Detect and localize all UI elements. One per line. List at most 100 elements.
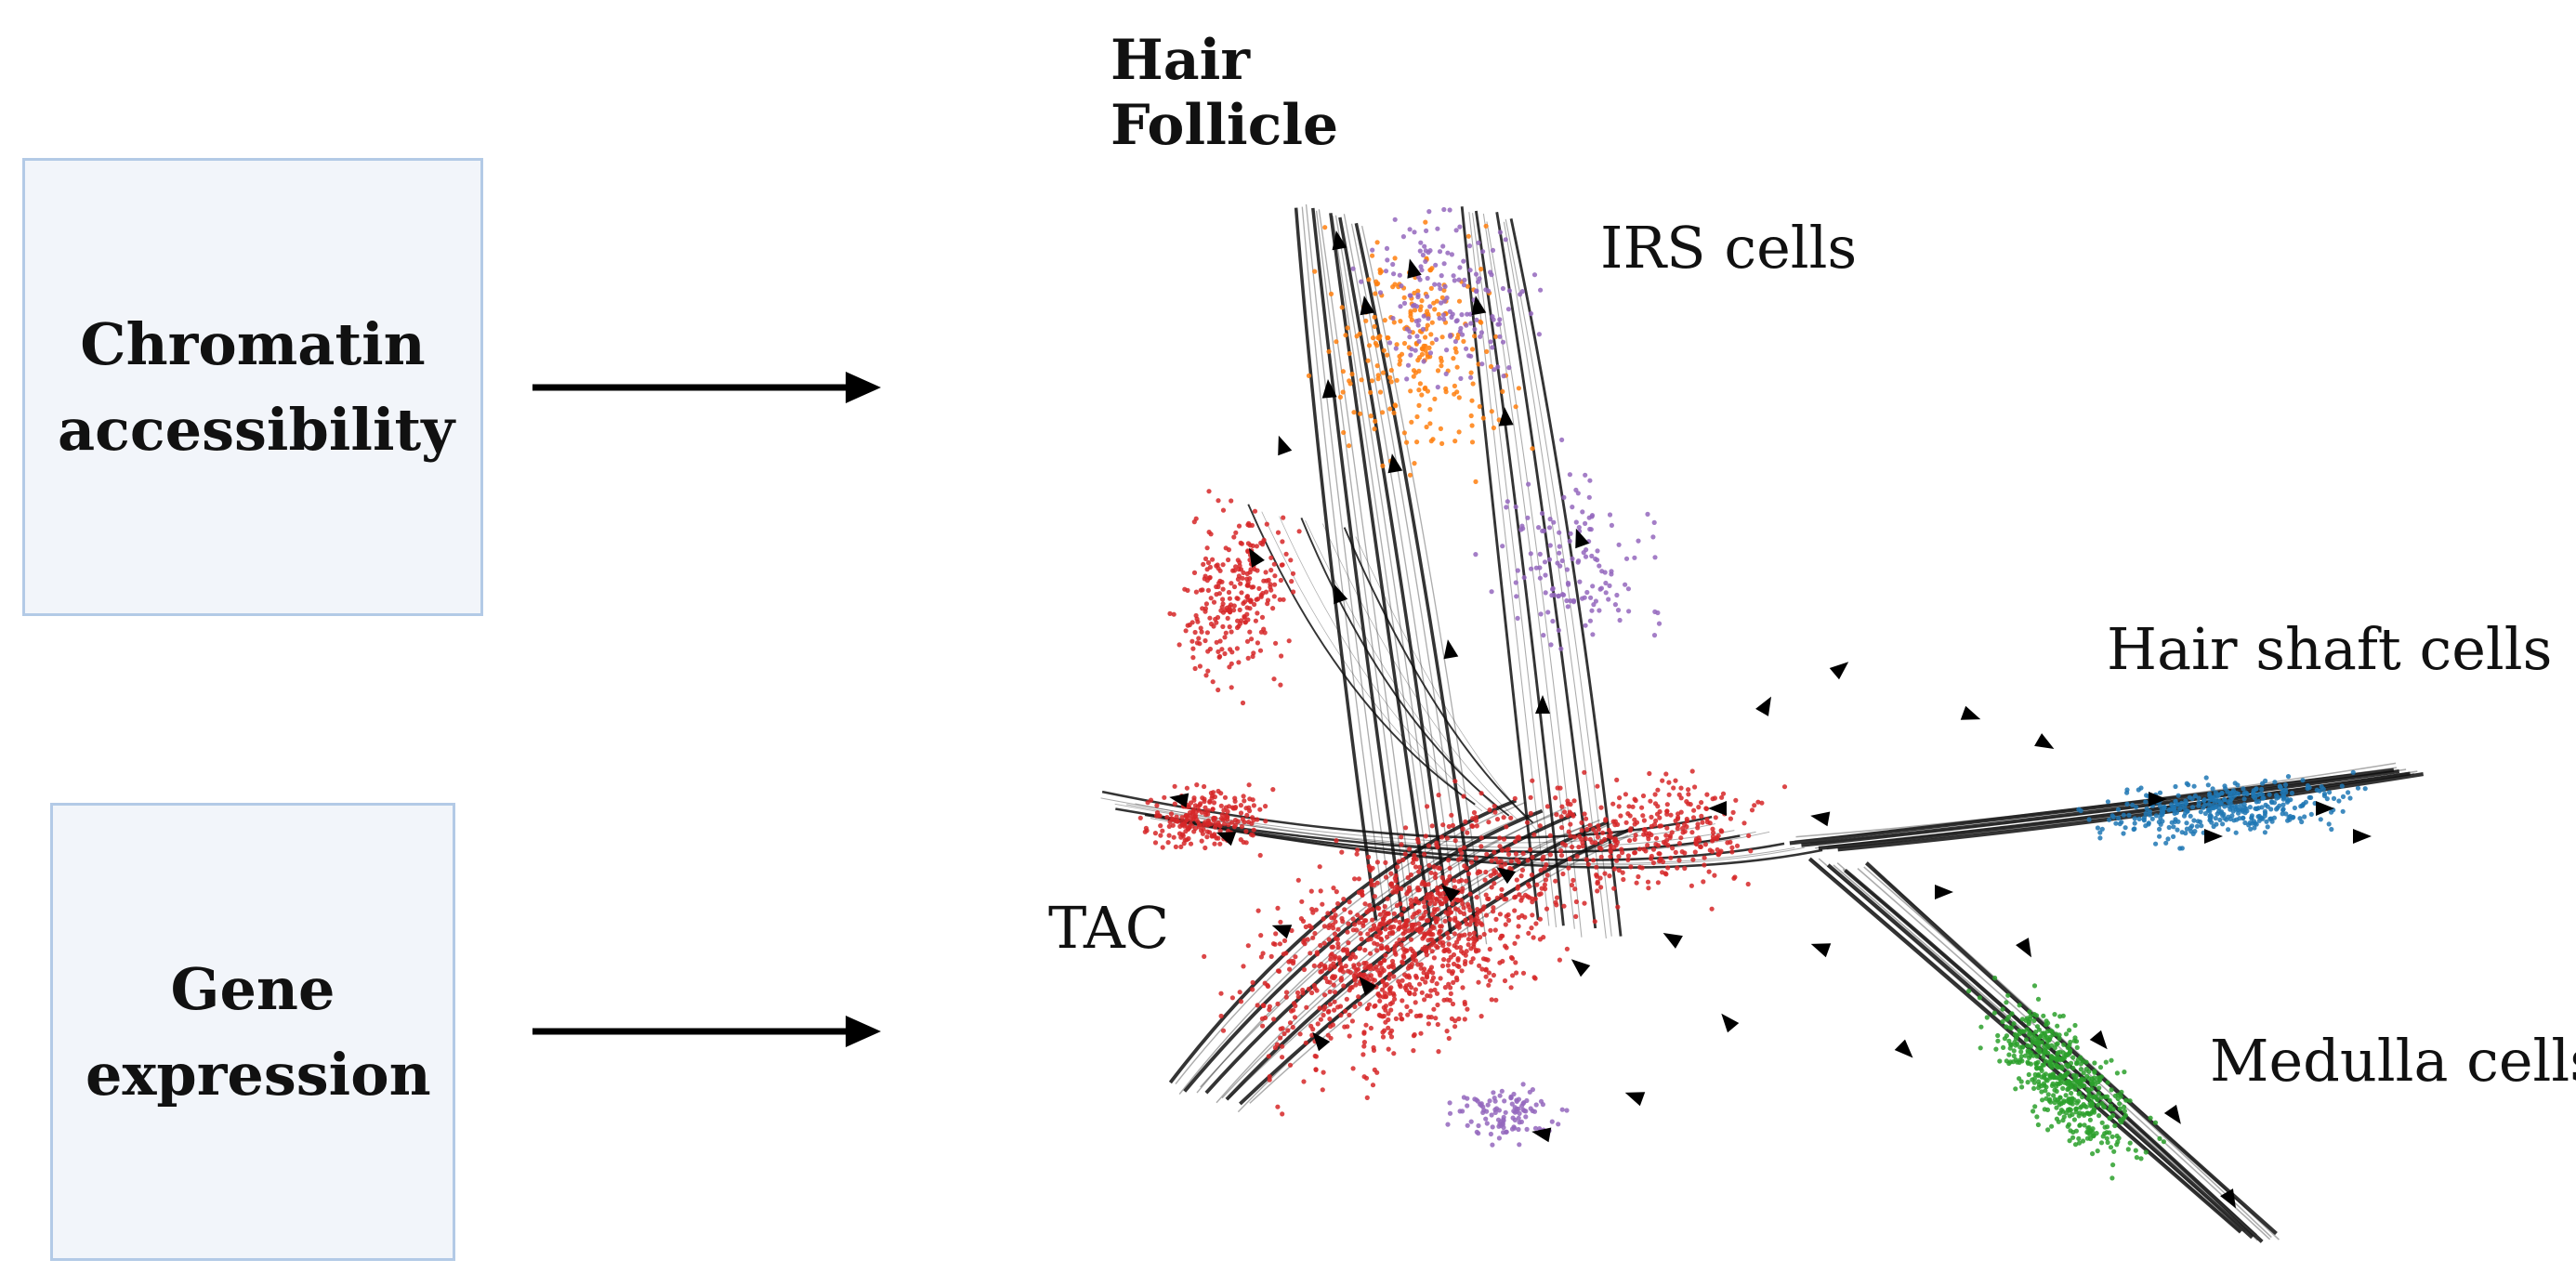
cell-dot [1627,828,1633,833]
cell-dot [1212,794,1217,800]
cell-dot [1488,269,1493,275]
cell-dot [1525,515,1531,520]
cell-dot [1382,904,1387,910]
cell-dot [2017,1028,2022,1033]
cell-dot [1431,939,1437,945]
cell-dot [1645,511,1650,518]
cell-dot [2240,808,2245,814]
cell-dot [2146,821,2151,827]
cell-dot [1474,288,1479,294]
cell-dot [1671,785,1676,791]
cell-dot [1598,885,1604,890]
cell-dot [1410,914,1415,920]
cell-dot [1233,805,1239,810]
cell-dot [1464,346,1469,351]
cell-dot [1526,930,1531,937]
cell-dot [1399,912,1404,917]
cell-dot [2061,1114,2067,1120]
cell-dot [1531,935,1536,940]
cell-dot [1680,830,1686,835]
cell-dot [1446,858,1452,863]
cell-dot [1265,983,1271,990]
cell-dot [1292,1015,1298,1020]
cell-dot [2124,790,2130,795]
cell-dot [1437,930,1442,937]
cell-dot [1268,555,1274,560]
cell-dot [1426,345,1432,350]
cell-dot [1480,907,1486,912]
cell-dot [1357,331,1362,336]
cell-dot [1395,864,1400,870]
cell-dot [1702,842,1708,847]
cell-dot [1598,839,1604,845]
cell-dot [1182,837,1188,843]
cell-dot [1429,823,1435,829]
cell-dot [1694,841,1700,847]
cell-dot [1551,592,1557,597]
cell-dot [1614,858,1620,863]
cell-dot [1405,362,1412,368]
cell-dot [1497,1122,1503,1127]
cell-dot [1201,561,1206,568]
cell-dot [1281,951,1286,957]
cell-dot [1426,862,1432,869]
cell-dot [1423,909,1428,915]
cell-dot [2006,1038,2012,1043]
cell-dot [1504,897,1509,902]
cell-dot [1385,352,1390,358]
cell-dot [1460,985,1465,991]
cell-dot [1570,556,1575,562]
cell-dot [2226,814,2231,820]
cell-dot [1479,835,1484,841]
cell-dot [1499,1088,1505,1094]
cell-dot [1718,828,1724,833]
medulla-cells-label: Medulla cells [2210,1027,2576,1095]
cell-dot [1658,857,1663,863]
cell-dot [1515,934,1520,939]
cell-dot [1427,421,1433,426]
cell-dot [2036,1079,2042,1084]
cell-dot [1700,820,1705,825]
cell-dot [1573,519,1579,525]
cell-dot [1368,413,1373,419]
cell-dot [1465,311,1470,317]
cell-dot [1247,629,1253,635]
cell-dot [2042,1043,2047,1049]
cell-dot [1734,843,1741,848]
cell-dot [1383,860,1388,866]
cell-dot [1372,940,1377,946]
cell-dot [1299,899,1305,904]
cell-dot [2108,1103,2113,1109]
cell-dot [1381,348,1387,353]
streamline [1794,767,2398,842]
cell-dot [1420,936,1426,941]
cell-dot [1402,972,1408,978]
stream-arrowhead [1531,1127,1552,1143]
cell-dot [1246,820,1252,825]
cell-dot [1475,1098,1480,1104]
cell-dot [1555,560,1560,566]
cell-dot [1516,914,1521,921]
cell-dot [1310,910,1316,915]
cell-dot [1512,908,1518,913]
cell-dot [1730,809,1736,816]
cell-dot [1678,795,1684,801]
cell-dot [1451,356,1456,361]
cell-dot [1212,833,1217,839]
cell-dot [1557,785,1563,791]
cell-dot [1412,991,1417,997]
cell-dot [2121,831,2126,836]
streamline [1279,516,1494,816]
cell-dot [1359,377,1364,383]
cell-dot [1383,926,1388,932]
cell-dot [1401,295,1407,300]
cell-dot [1488,927,1493,933]
cell-dot [1356,876,1361,882]
cell-dot [1295,990,1301,995]
stream-arrowhead [1334,584,1348,605]
cell-dot [1397,919,1402,925]
cell-dot [2196,803,2201,808]
chromatin-accessibility-label: Chromatin accessibility [58,309,455,464]
cell-dot [1313,1067,1319,1072]
cell-dot [1218,816,1224,821]
